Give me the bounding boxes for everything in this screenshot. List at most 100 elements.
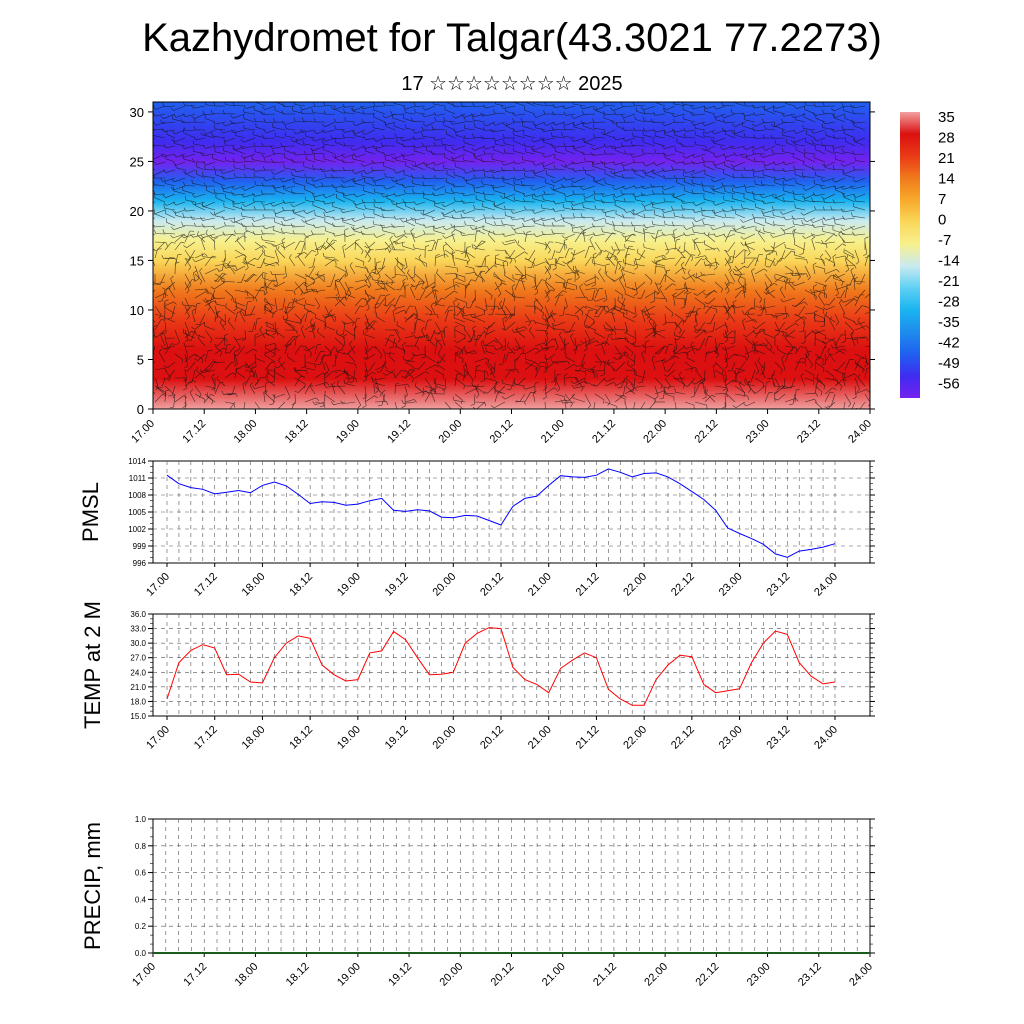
wind-barb-feather <box>283 185 287 189</box>
wind-barb <box>795 149 806 155</box>
wind-barb-feather <box>564 197 567 202</box>
wind-barb <box>153 281 166 285</box>
wind-barb-feather <box>621 221 624 226</box>
wind-barb <box>544 241 550 251</box>
wind-barb-feather <box>600 131 605 136</box>
wind-barb <box>373 127 386 131</box>
wind-barb-feather <box>180 154 184 158</box>
wind-barb <box>796 129 806 134</box>
wind-barb <box>684 311 697 315</box>
wind-barb <box>275 136 286 139</box>
wind-barb-feather <box>299 128 303 133</box>
wind-barb <box>678 249 686 259</box>
wind-barb-feather <box>691 254 696 256</box>
wind-barb <box>454 281 466 286</box>
wind-barb <box>184 173 196 179</box>
wind-barb <box>326 209 336 213</box>
wind-barb-feather <box>812 262 817 266</box>
wind-barb-feather <box>836 269 840 273</box>
wind-barb <box>715 201 726 206</box>
wind-barb <box>754 121 766 127</box>
wind-barb-feather <box>813 180 815 185</box>
wind-barb <box>464 329 472 340</box>
wind-barb <box>165 145 176 149</box>
wind-barb-feather <box>389 235 393 240</box>
wind-barb <box>764 254 767 267</box>
wind-barb <box>194 113 206 119</box>
wind-barb <box>724 257 732 268</box>
wind-barb-feather <box>235 367 238 372</box>
wind-barb-feather <box>854 296 859 299</box>
wind-barb <box>407 272 416 283</box>
wind-barb <box>344 361 356 365</box>
wind-barb <box>484 377 497 382</box>
wind-barb <box>503 161 516 166</box>
wind-barb <box>402 153 416 157</box>
wind-barb <box>844 169 856 174</box>
wind-barb-feather <box>673 228 678 232</box>
wind-barb-feather <box>479 270 483 275</box>
wind-barb-feather <box>244 230 249 233</box>
wind-barb-feather <box>186 290 190 294</box>
wind-barb-feather <box>615 256 619 261</box>
wind-barb-feather <box>481 180 483 185</box>
wind-barb-feather <box>533 114 537 118</box>
wind-barb-feather <box>741 204 743 209</box>
wind-barb <box>422 135 436 139</box>
wind-barb <box>453 301 456 315</box>
wind-barb-feather <box>814 310 819 313</box>
wind-barb-feather <box>493 109 495 114</box>
wind-barb <box>602 231 616 235</box>
wind-barb-feather <box>811 236 815 240</box>
wind-barb <box>694 153 706 158</box>
wind-barb-feather <box>314 253 319 257</box>
wind-barb-feather <box>144 174 145 178</box>
wind-barb <box>564 233 576 239</box>
wind-barb-feather <box>558 315 564 317</box>
wind-barb <box>304 273 315 281</box>
wind-barb <box>442 246 446 259</box>
wind-barb-feather <box>261 287 266 289</box>
wind-barb-feather <box>751 268 755 272</box>
wind-barb <box>385 176 396 179</box>
wind-barb-feather <box>412 188 414 193</box>
wind-barb <box>850 334 856 347</box>
wind-barb-feather <box>240 212 243 217</box>
wind-barb-feather <box>581 151 585 156</box>
wind-barb <box>514 113 526 116</box>
wind-barb-feather <box>762 162 767 167</box>
wind-barb-feather <box>758 229 761 234</box>
wind-barb-feather <box>385 294 390 296</box>
wind-barb <box>614 337 628 339</box>
wind-barb-feather <box>494 140 496 145</box>
wind-barb-feather <box>570 252 575 256</box>
wind-barb-feather <box>230 120 233 124</box>
wind-barb-feather <box>470 314 474 318</box>
wind-barb-feather <box>521 155 524 160</box>
wind-barb <box>744 119 756 123</box>
wind-barb <box>784 250 792 259</box>
wind-barb <box>495 121 506 126</box>
wind-barb-feather <box>281 228 283 233</box>
wind-barb <box>696 217 706 223</box>
wind-barb <box>675 289 686 298</box>
wind-barb-feather <box>810 219 814 223</box>
wind-barb-feather <box>722 375 725 380</box>
wind-barb <box>421 329 426 339</box>
wind-barb <box>184 354 194 363</box>
wind-barb <box>246 273 256 282</box>
wind-barb <box>243 153 256 159</box>
wind-barb <box>754 221 766 227</box>
wind-barb <box>464 128 476 131</box>
wind-barb <box>675 150 686 155</box>
wind-barb-feather <box>690 111 693 116</box>
wind-barb-feather <box>646 315 651 319</box>
wind-barb <box>454 305 464 310</box>
wind-barb-feather <box>413 201 417 205</box>
wind-barb-feather <box>841 334 846 336</box>
wind-barb-feather <box>443 116 445 121</box>
wind-barb-feather <box>254 333 259 336</box>
wind-barb-feather <box>751 345 754 350</box>
wind-barb <box>395 241 406 245</box>
wind-barb-feather <box>220 352 223 357</box>
